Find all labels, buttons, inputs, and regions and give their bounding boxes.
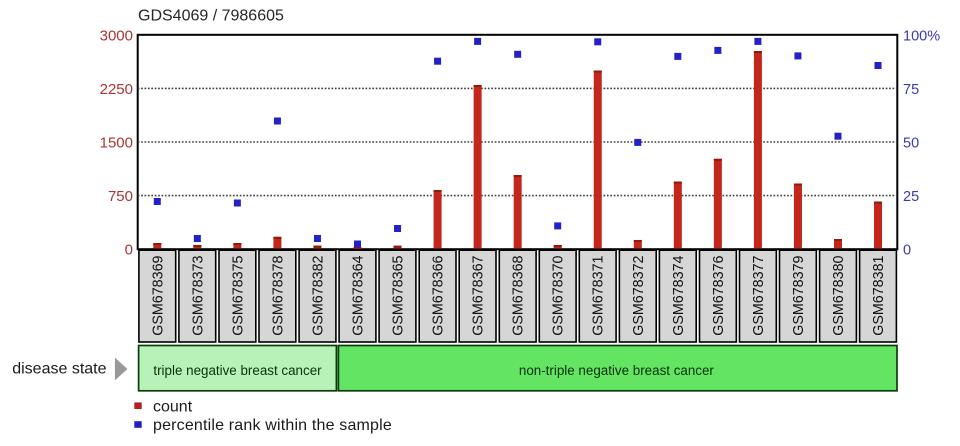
svg-text:0: 0 [125, 242, 133, 259]
svg-text:0: 0 [903, 243, 911, 259]
svg-text:GSM678371: GSM678371 [591, 255, 607, 335]
svg-text:GSM678366: GSM678366 [431, 255, 447, 335]
svg-text:1500: 1500 [100, 135, 133, 152]
svg-text:GSM678379: GSM678379 [791, 255, 807, 335]
svg-text:25: 25 [903, 189, 919, 205]
svg-text:non-triple negative breast can: non-triple negative breast cancer [519, 363, 715, 378]
svg-text:50: 50 [903, 136, 919, 152]
svg-text:GSM678375: GSM678375 [230, 255, 246, 335]
svg-text:GSM678377: GSM678377 [751, 255, 767, 335]
svg-text:GDS4069 / 7986605: GDS4069 / 7986605 [138, 8, 284, 25]
svg-text:3000: 3000 [100, 27, 133, 44]
svg-text:GSM678382: GSM678382 [311, 255, 327, 335]
svg-text:percentile rank within the sam: percentile rank within the sample [153, 417, 392, 434]
svg-text:count: count [153, 399, 193, 416]
svg-text:GSM678376: GSM678376 [711, 255, 727, 335]
svg-text:GSM678372: GSM678372 [631, 255, 647, 335]
svg-text:GSM678369: GSM678369 [150, 255, 166, 335]
svg-text:75: 75 [903, 82, 919, 98]
svg-text:GSM678367: GSM678367 [471, 255, 487, 335]
svg-text:GSM678365: GSM678365 [391, 255, 407, 335]
svg-text:GSM678364: GSM678364 [351, 255, 367, 335]
svg-text:disease state: disease state [12, 361, 106, 378]
svg-text:GSM678368: GSM678368 [511, 255, 527, 335]
svg-text:2250: 2250 [100, 81, 133, 98]
svg-text:GSM678380: GSM678380 [831, 255, 847, 335]
svg-text:GSM678381: GSM678381 [871, 255, 887, 335]
svg-text:100%: 100% [903, 28, 940, 44]
svg-text:750: 750 [108, 188, 133, 205]
svg-text:GSM678373: GSM678373 [190, 255, 206, 335]
svg-text:GSM678374: GSM678374 [671, 255, 687, 335]
svg-text:GSM678370: GSM678370 [551, 255, 567, 335]
svg-text:GSM678378: GSM678378 [270, 255, 286, 335]
svg-text:triple negative breast cancer: triple negative breast cancer [153, 363, 322, 378]
